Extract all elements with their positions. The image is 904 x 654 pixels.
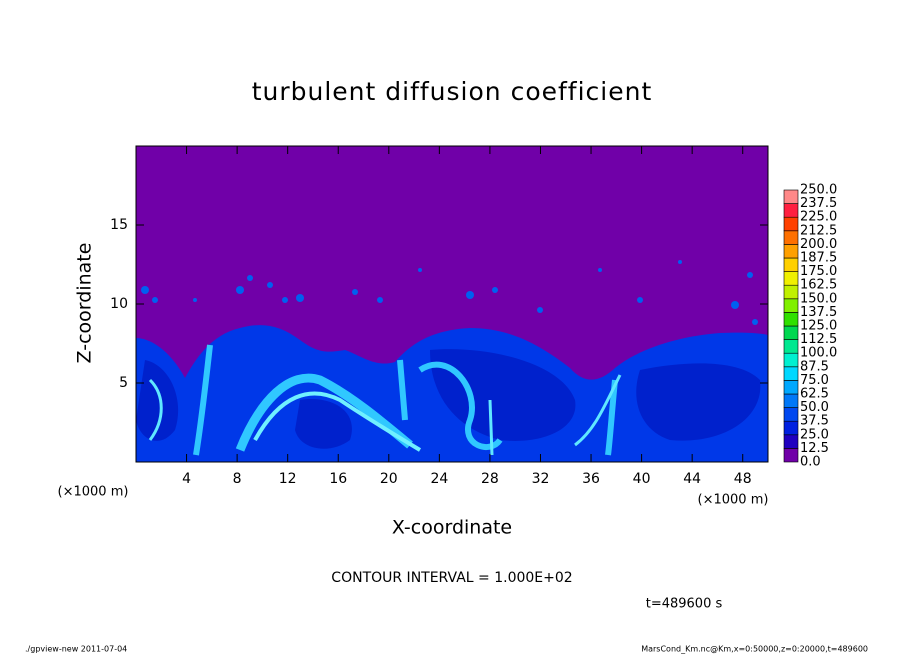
colorbar-label: 0.0 <box>800 455 821 470</box>
colorbar-band <box>783 448 799 463</box>
contour-interval: CONTOUR INTERVAL = 1.000E+02 <box>331 570 572 586</box>
colorbar-label: 37.5 <box>800 414 829 429</box>
field-spots <box>141 260 758 325</box>
field-streak <box>253 391 422 452</box>
y-unit: (×1000 m) <box>698 493 769 508</box>
x-tick-label: 24 <box>430 471 448 487</box>
colorbar-band <box>783 393 799 408</box>
colorbar-label: 237.5 <box>800 196 837 211</box>
colorbar-band <box>783 352 799 368</box>
field-streak <box>148 374 622 456</box>
x-tick-label: 16 <box>329 471 347 487</box>
colorbar-label: 75.0 <box>800 373 829 388</box>
x-tick-label: 4 <box>182 471 191 487</box>
colorbar-label: 112.5 <box>800 332 837 347</box>
x-unit: (×1000 m) <box>58 485 129 500</box>
colorbar-band <box>783 189 799 204</box>
colorbar-band <box>783 366 799 381</box>
y-tick-label: 5 <box>119 375 128 391</box>
field-region <box>136 349 761 449</box>
colorbar-label: 225.0 <box>800 210 837 225</box>
colorbar-band <box>783 244 799 259</box>
colorbar-band <box>783 420 799 436</box>
colorbar-band <box>783 257 799 272</box>
colorbar-label: 62.5 <box>800 387 829 402</box>
colorbar-band <box>783 325 799 340</box>
field-streak <box>235 373 413 452</box>
colorbar-label: 200.0 <box>800 237 837 252</box>
colorbar-band <box>783 298 799 313</box>
x-axis-label: X-coordinate <box>392 517 512 539</box>
y-tick-label: 10 <box>110 296 128 312</box>
x-tick-label: 12 <box>279 471 297 487</box>
colorbar-label: 125.0 <box>800 319 837 334</box>
colorbar-label: 137.5 <box>800 305 837 320</box>
x-tick-label: 28 <box>481 471 499 487</box>
colorbar-band <box>783 339 799 354</box>
y-tick-label: 15 <box>110 217 128 233</box>
x-tick-label: 8 <box>233 471 242 487</box>
colorbar-label: 175.0 <box>800 264 837 279</box>
colorbar-band <box>783 203 799 218</box>
colorbar-band <box>783 216 799 232</box>
colorbar-label: 212.5 <box>800 223 837 238</box>
x-tick-label: 40 <box>633 471 651 487</box>
chart-title: turbulent diffusion coefficient <box>252 77 653 106</box>
colorbar-band <box>783 434 799 449</box>
footer-left: ./gpview-new 2011-07-04 <box>25 645 127 654</box>
colorbar-band <box>783 284 799 300</box>
colorbar-band <box>783 380 799 395</box>
colorbar-label: 150.0 <box>800 291 837 306</box>
colorbar-label: 187.5 <box>800 251 837 266</box>
colorbar-band <box>783 312 799 327</box>
colorbar-label: 12.5 <box>800 441 829 456</box>
colorbar-label: 50.0 <box>800 400 829 415</box>
colorbar-label: 162.5 <box>800 278 837 293</box>
field <box>136 146 768 462</box>
x-tick-label: 36 <box>582 471 600 487</box>
colorbar-label: 250.0 <box>800 183 837 198</box>
colorbar-band <box>783 407 799 422</box>
field-streak <box>193 344 618 456</box>
footer-right: MarsCond_Km.nc@Km,x=0:50000,z=0:20000,t=… <box>641 645 868 654</box>
x-tick-label: 44 <box>683 471 701 487</box>
time-label: t=489600 s <box>646 597 723 612</box>
x-tick-label: 20 <box>380 471 398 487</box>
colorbar-band <box>783 230 799 245</box>
y-axis-label: Z-coordinate <box>74 243 96 364</box>
x-tick-label: 48 <box>734 471 752 487</box>
colorbar-label: 87.5 <box>800 359 829 374</box>
colorbar-label: 100.0 <box>800 346 837 361</box>
x-tick-label: 32 <box>532 471 550 487</box>
colorbar-band <box>783 271 799 286</box>
colorbar-label: 25.0 <box>800 427 829 442</box>
